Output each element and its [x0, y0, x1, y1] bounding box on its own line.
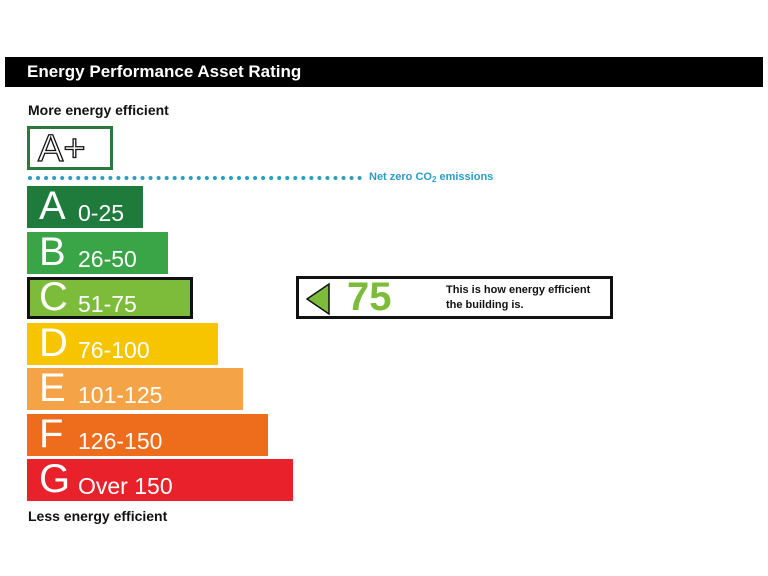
aplus-label: A+ — [37, 127, 86, 170]
band-c: C 51-75 — [27, 275, 193, 319]
band-c-letter: C — [39, 275, 68, 319]
net-zero-subscript: 2 — [431, 175, 437, 184]
band-g-range: Over 150 — [78, 473, 173, 499]
band-a: A 0-25 — [27, 184, 143, 228]
band-b-letter: B — [39, 229, 66, 274]
band-g: G Over 150 — [27, 457, 293, 501]
net-zero-dotted-line — [28, 176, 362, 180]
band-e-range: 101-125 — [78, 382, 163, 408]
net-zero-text: Net zero CO — [369, 171, 432, 183]
less-efficient-label: Less energy efficient — [28, 508, 168, 524]
band-c-range: 51-75 — [78, 291, 137, 317]
page-title: Energy Performance Asset Rating — [5, 57, 763, 87]
band-e-letter: E — [39, 366, 66, 410]
band-b: B 26-50 — [27, 229, 168, 274]
aplus-band: A+ — [27, 126, 113, 171]
band-a-range: 0-25 — [78, 200, 125, 226]
arrow-icon — [305, 282, 330, 316]
band-e: E 101-125 — [27, 366, 243, 410]
rating-indicator: 75 This is how energy efficient the buil… — [296, 276, 613, 319]
band-f: F 126-150 — [27, 411, 268, 456]
band-d-letter: D — [39, 320, 68, 365]
band-b-range: 26-50 — [78, 245, 137, 272]
band-f-letter: F — [39, 411, 64, 456]
rating-description: This is how energy efficient the buildin… — [446, 284, 591, 311]
more-efficient-label: More energy efficient — [28, 102, 169, 118]
net-zero-label: Net zero CO2 emissions — [369, 171, 493, 184]
band-d-range: 76-100 — [78, 336, 150, 363]
band-g-letter: G — [39, 457, 71, 501]
band-a-letter: A — [39, 184, 66, 228]
band-d: D 76-100 — [27, 320, 218, 365]
band-f-range: 126-150 — [78, 427, 163, 454]
rating-score: 75 — [347, 275, 392, 319]
net-zero-suffix: emissions — [436, 171, 494, 183]
